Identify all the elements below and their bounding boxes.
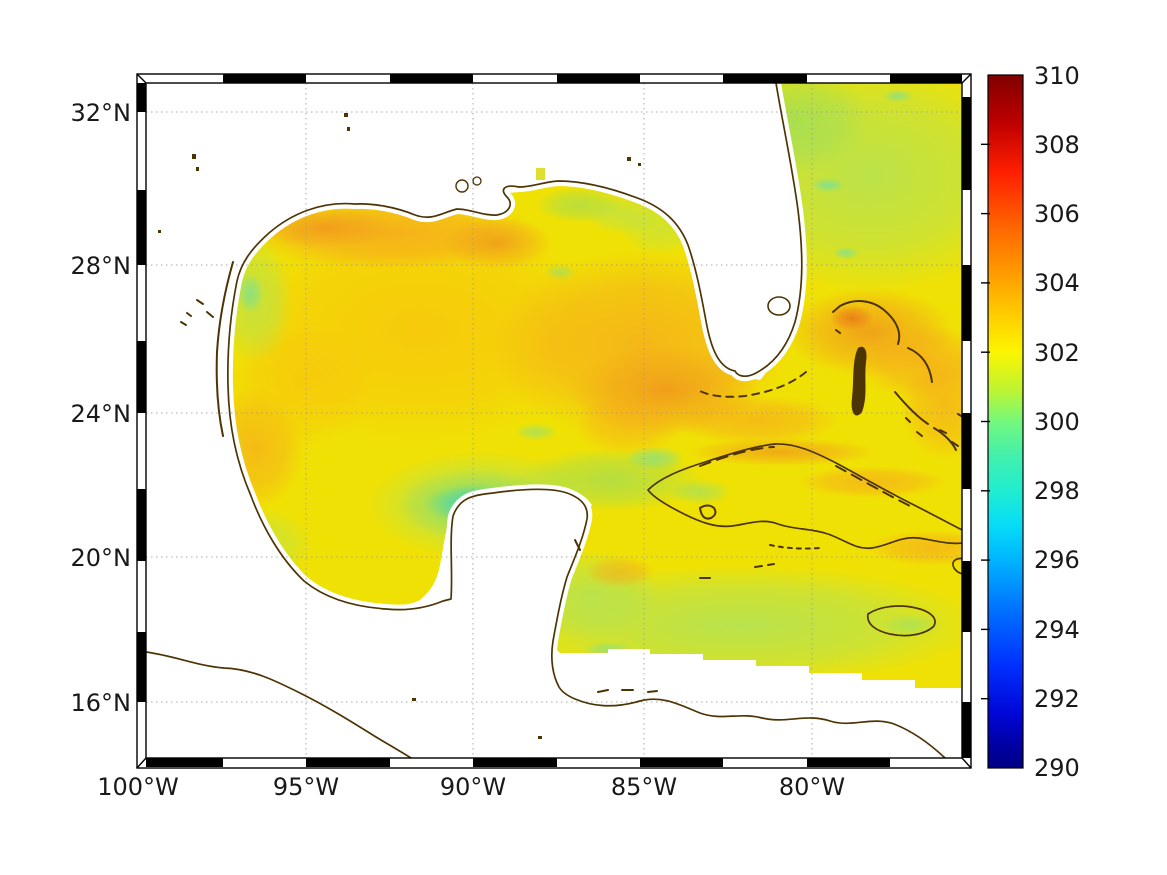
- colorbar-tick-label: 294: [1034, 616, 1080, 644]
- coastline-jamaica: [866, 605, 936, 637]
- map-frame: [136, 73, 972, 769]
- colorbar: 310 308 306 304 302 300 298 296 294 292 …: [981, 62, 1080, 782]
- colorbar-tick-label: 302: [1034, 339, 1080, 367]
- coastline-cuba: [647, 443, 962, 550]
- laguna-madre: [180, 299, 214, 326]
- se-bahamas: [939, 413, 962, 447]
- lon-tick-label: 95°W: [273, 773, 339, 801]
- coastline-pacific-mexico: [146, 651, 413, 758]
- bay-islands-honduras: [597, 689, 658, 693]
- colorbar-tick-label: 306: [1034, 200, 1080, 228]
- colorbar-tick-label: 292: [1034, 685, 1080, 713]
- lat-tick-label: 16°N: [71, 689, 132, 717]
- bahamas-islands: [832, 300, 957, 451]
- lat-tick-label: 32°N: [71, 99, 132, 127]
- lon-tick-label: 85°W: [611, 773, 677, 801]
- coastlines: [146, 83, 962, 758]
- colorbar-tick-label: 300: [1034, 408, 1080, 436]
- lat-tick-label: 28°N: [71, 252, 132, 280]
- florida-keys: [699, 371, 807, 398]
- colorbar-tick-label: 290: [1034, 754, 1080, 782]
- longitude-axis: 100°W 95°W 90°W 85°W 80°W: [97, 773, 845, 801]
- lake-pontchartrain: [455, 179, 469, 193]
- lon-tick-label: 90°W: [440, 773, 506, 801]
- mobile-bay-cell: [536, 168, 545, 180]
- latitude-axis: 32°N 28°N 24°N 20°N 16°N: [71, 99, 132, 717]
- lon-tick-label: 80°W: [779, 773, 845, 801]
- colorbar-tick-label: 298: [1034, 477, 1080, 505]
- lon-tick-label: 100°W: [97, 773, 179, 801]
- map-plot-area: [146, 83, 962, 758]
- colorbar-labels: 310 308 306 304 302 300 298 296 294 292 …: [1034, 62, 1080, 782]
- small-islets: [158, 113, 641, 739]
- colorbar-gradient: [987, 74, 1024, 769]
- colorbar-tick-label: 296: [1034, 546, 1080, 574]
- coastline-mainland: [226, 83, 946, 758]
- colorbar-ticks: [981, 143, 990, 700]
- barrier-islands-texas: [215, 261, 234, 437]
- graticule: [146, 83, 962, 758]
- colorbar-tick-label: 308: [1034, 131, 1080, 159]
- colorbar-tick-label: 304: [1034, 269, 1080, 297]
- lat-tick-label: 24°N: [71, 400, 132, 428]
- coastline-haiti-tip: [952, 557, 962, 575]
- cayman-islands: [699, 563, 775, 579]
- cuba-archipelago: [699, 446, 911, 507]
- lat-tick-label: 20°N: [71, 544, 132, 572]
- lake-maurepas: [472, 176, 482, 186]
- jardines-cays: [769, 544, 821, 550]
- colorbar-tick-label: 310: [1034, 62, 1080, 90]
- isla-juventud: [698, 504, 717, 520]
- lake-okeechobee: [767, 296, 791, 316]
- cozumel: [574, 539, 581, 551]
